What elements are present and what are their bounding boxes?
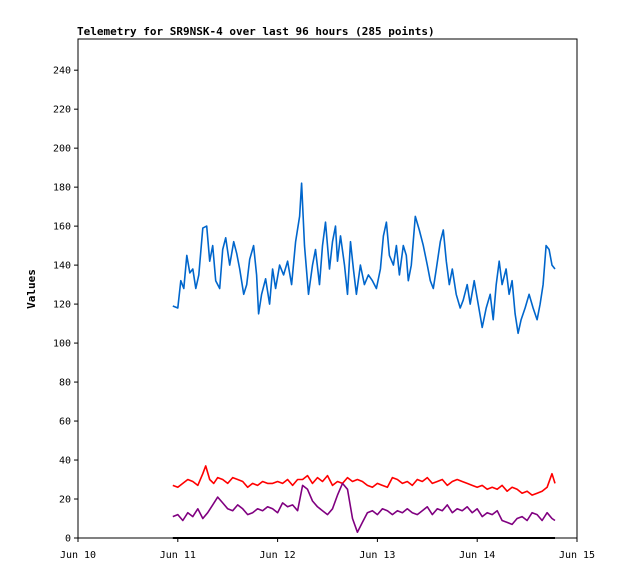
y-tick-label: 200 [53,144,71,155]
series-line-1 [172,182,556,335]
y-tick-label: 220 [53,105,71,116]
series-layer [172,182,556,539]
y-tick-label: 20 [59,495,71,506]
y-tick-label: 40 [59,456,71,467]
y-tick-label: 160 [53,222,71,233]
y-tick-label: 140 [53,261,71,272]
x-tick-label: Jun 12 [260,550,296,561]
y-tick-label: 240 [53,66,71,77]
y-tick-label: 180 [53,183,71,194]
x-tick-label: Jun 10 [60,550,96,561]
y-tick-label: 100 [53,339,71,350]
x-tick-label: Jun 15 [559,550,595,561]
y-tick-label: 80 [59,378,71,389]
series-line-3 [172,482,556,533]
x-tick-label: Jun 11 [160,550,196,561]
x-tick-label: Jun 13 [359,550,395,561]
y-tick-label: 0 [65,534,71,545]
y-tick-label: 120 [53,300,71,311]
x-tick-label: Jun 14 [459,550,495,561]
y-axis-label: Values [25,269,38,309]
chart-title: Telemetry for SR9NSK-4 over last 96 hour… [77,25,435,38]
y-axis: 0 20 40 60 80 100 120 140 160 180 200 220 240 [53,66,78,545]
y-tick-label: 60 [59,417,71,428]
series-line-2 [172,465,556,496]
